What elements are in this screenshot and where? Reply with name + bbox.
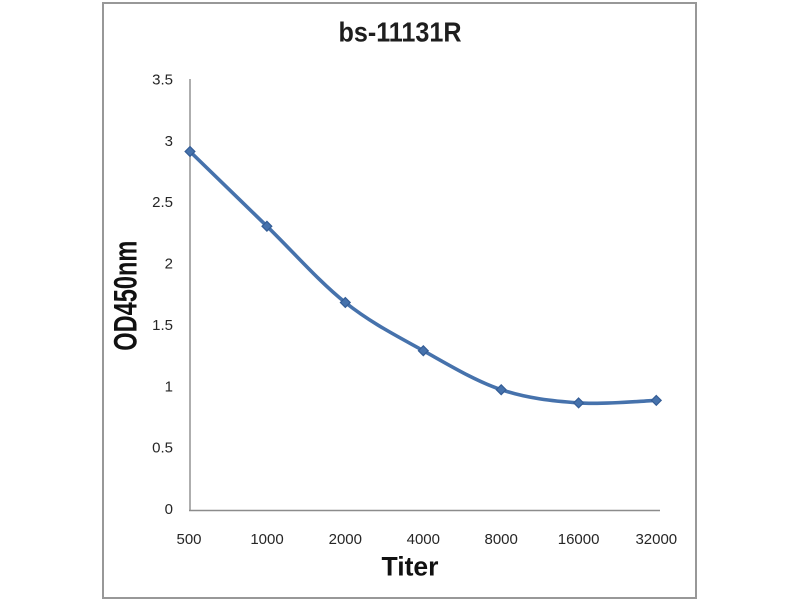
svg-text:2000: 2000 [329,531,362,548]
svg-text:2: 2 [165,256,173,273]
svg-text:1.5: 1.5 [152,317,173,334]
svg-text:3.5: 3.5 [152,72,173,89]
svg-text:8000: 8000 [485,531,518,548]
svg-text:16000: 16000 [558,531,600,548]
svg-text:bs-11131R: bs-11131R [339,17,462,48]
svg-text:1: 1 [165,378,173,395]
svg-text:0.5: 0.5 [152,440,173,457]
svg-text:Titer: Titer [382,552,439,582]
svg-text:1000: 1000 [250,531,283,548]
svg-text:32000: 32000 [635,531,677,548]
svg-text:0: 0 [165,501,173,518]
svg-text:2.5: 2.5 [152,194,173,211]
svg-text:3: 3 [165,133,173,150]
svg-text:OD450nm: OD450nm [108,241,144,351]
svg-text:4000: 4000 [407,531,440,548]
svg-text:500: 500 [176,531,201,548]
